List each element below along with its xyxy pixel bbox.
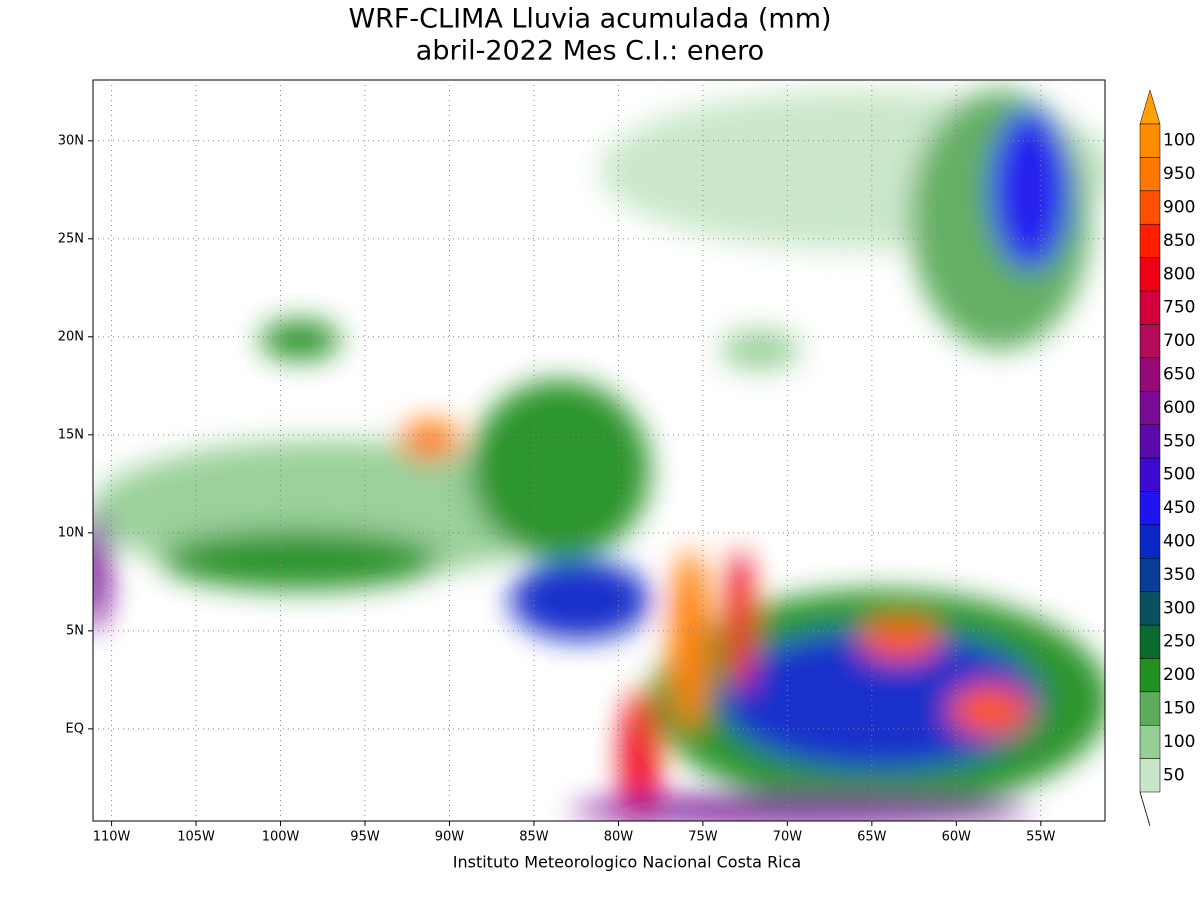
lat-tick-label: 20N — [58, 329, 84, 344]
colorbar-label: 750 — [1163, 298, 1195, 318]
colorbar-label: 350 — [1163, 565, 1195, 585]
colorbar-label: 800 — [1163, 264, 1195, 284]
lon-tick-label: 60W — [942, 830, 972, 845]
colorbar-label: 900 — [1163, 198, 1195, 218]
colorbar-label: 500 — [1163, 465, 1195, 485]
colorbar-label: 450 — [1163, 498, 1195, 518]
colorbar-box — [1139, 357, 1161, 392]
colorbar-label: 300 — [1163, 598, 1195, 618]
lon-tick-label: 95W — [350, 830, 380, 845]
colorbar-label: 700 — [1163, 331, 1195, 351]
colorbar-box — [1139, 624, 1161, 659]
colorbar-box — [1139, 491, 1161, 526]
lon-tick-label: 90W — [435, 830, 465, 845]
lon-tick-label: 65W — [857, 830, 887, 845]
colorbar-label: 50 — [1163, 765, 1185, 785]
colorbar-label: 100 — [1163, 732, 1195, 752]
colorbar-label: 200 — [1163, 665, 1195, 685]
credit: Instituto Meteorologico Nacional Costa R… — [453, 853, 801, 872]
colorbar-label: 600 — [1163, 398, 1195, 418]
subtitle: abril-2022 Mes C.I.: enero — [416, 36, 764, 67]
lat-tick-label: 25N — [58, 231, 84, 246]
colorbar-box — [1139, 123, 1161, 158]
lon-tick-label: 70W — [773, 830, 803, 845]
lon-tick-label: 85W — [519, 830, 549, 845]
colorbar-box — [1139, 190, 1161, 225]
lat-tick-label: EQ — [66, 721, 84, 736]
title: WRF-CLIMA Lluvia acumulada (mm) — [348, 4, 831, 35]
lon-tick-label: 80W — [604, 830, 634, 845]
lon-tick-label: 105W — [177, 830, 215, 845]
colorbar-label: 650 — [1163, 365, 1195, 385]
colorbar-box — [1139, 390, 1161, 425]
lon-tick-label: 55W — [1026, 830, 1056, 845]
colorbar-label: 250 — [1163, 632, 1195, 652]
lat-tick-label: 15N — [58, 427, 84, 442]
colorbar-box — [1139, 223, 1161, 258]
lat-tick-label: 30N — [58, 133, 84, 148]
colorbar-box — [1139, 591, 1161, 626]
colorbar-box — [1139, 758, 1161, 793]
lon-tick-label: 100W — [262, 830, 300, 845]
colorbar-box — [1139, 290, 1161, 325]
colorbar-box — [1139, 724, 1161, 759]
colorbar-label: 850 — [1163, 231, 1195, 251]
colorbar-box — [1139, 658, 1161, 693]
lon-tick-label: 75W — [688, 830, 718, 845]
colorbar-label: 100 — [1163, 131, 1195, 151]
colorbar-box — [1139, 524, 1161, 559]
map-frame — [92, 79, 1106, 822]
lat-tick-label: 5N — [66, 623, 84, 638]
colorbar-label: 150 — [1163, 699, 1195, 719]
colorbar-label: 400 — [1163, 532, 1195, 552]
colorbar-label: 550 — [1163, 431, 1195, 451]
precipitation-field — [93, 90, 1105, 821]
colorbar-label: 950 — [1163, 164, 1195, 184]
colorbar-box — [1139, 324, 1161, 359]
colorbar-box — [1139, 457, 1161, 492]
colorbar-box — [1139, 557, 1161, 592]
lon-tick-label: 110W — [93, 830, 131, 845]
colorbar-over-triangle — [1139, 89, 1161, 125]
colorbar-box — [1139, 157, 1161, 192]
colorbar-box — [1139, 257, 1161, 292]
colorbar-box — [1139, 691, 1161, 726]
lat-tick-label: 10N — [58, 525, 84, 540]
colorbar-under-tail — [1139, 791, 1151, 827]
colorbar-box — [1139, 424, 1161, 459]
